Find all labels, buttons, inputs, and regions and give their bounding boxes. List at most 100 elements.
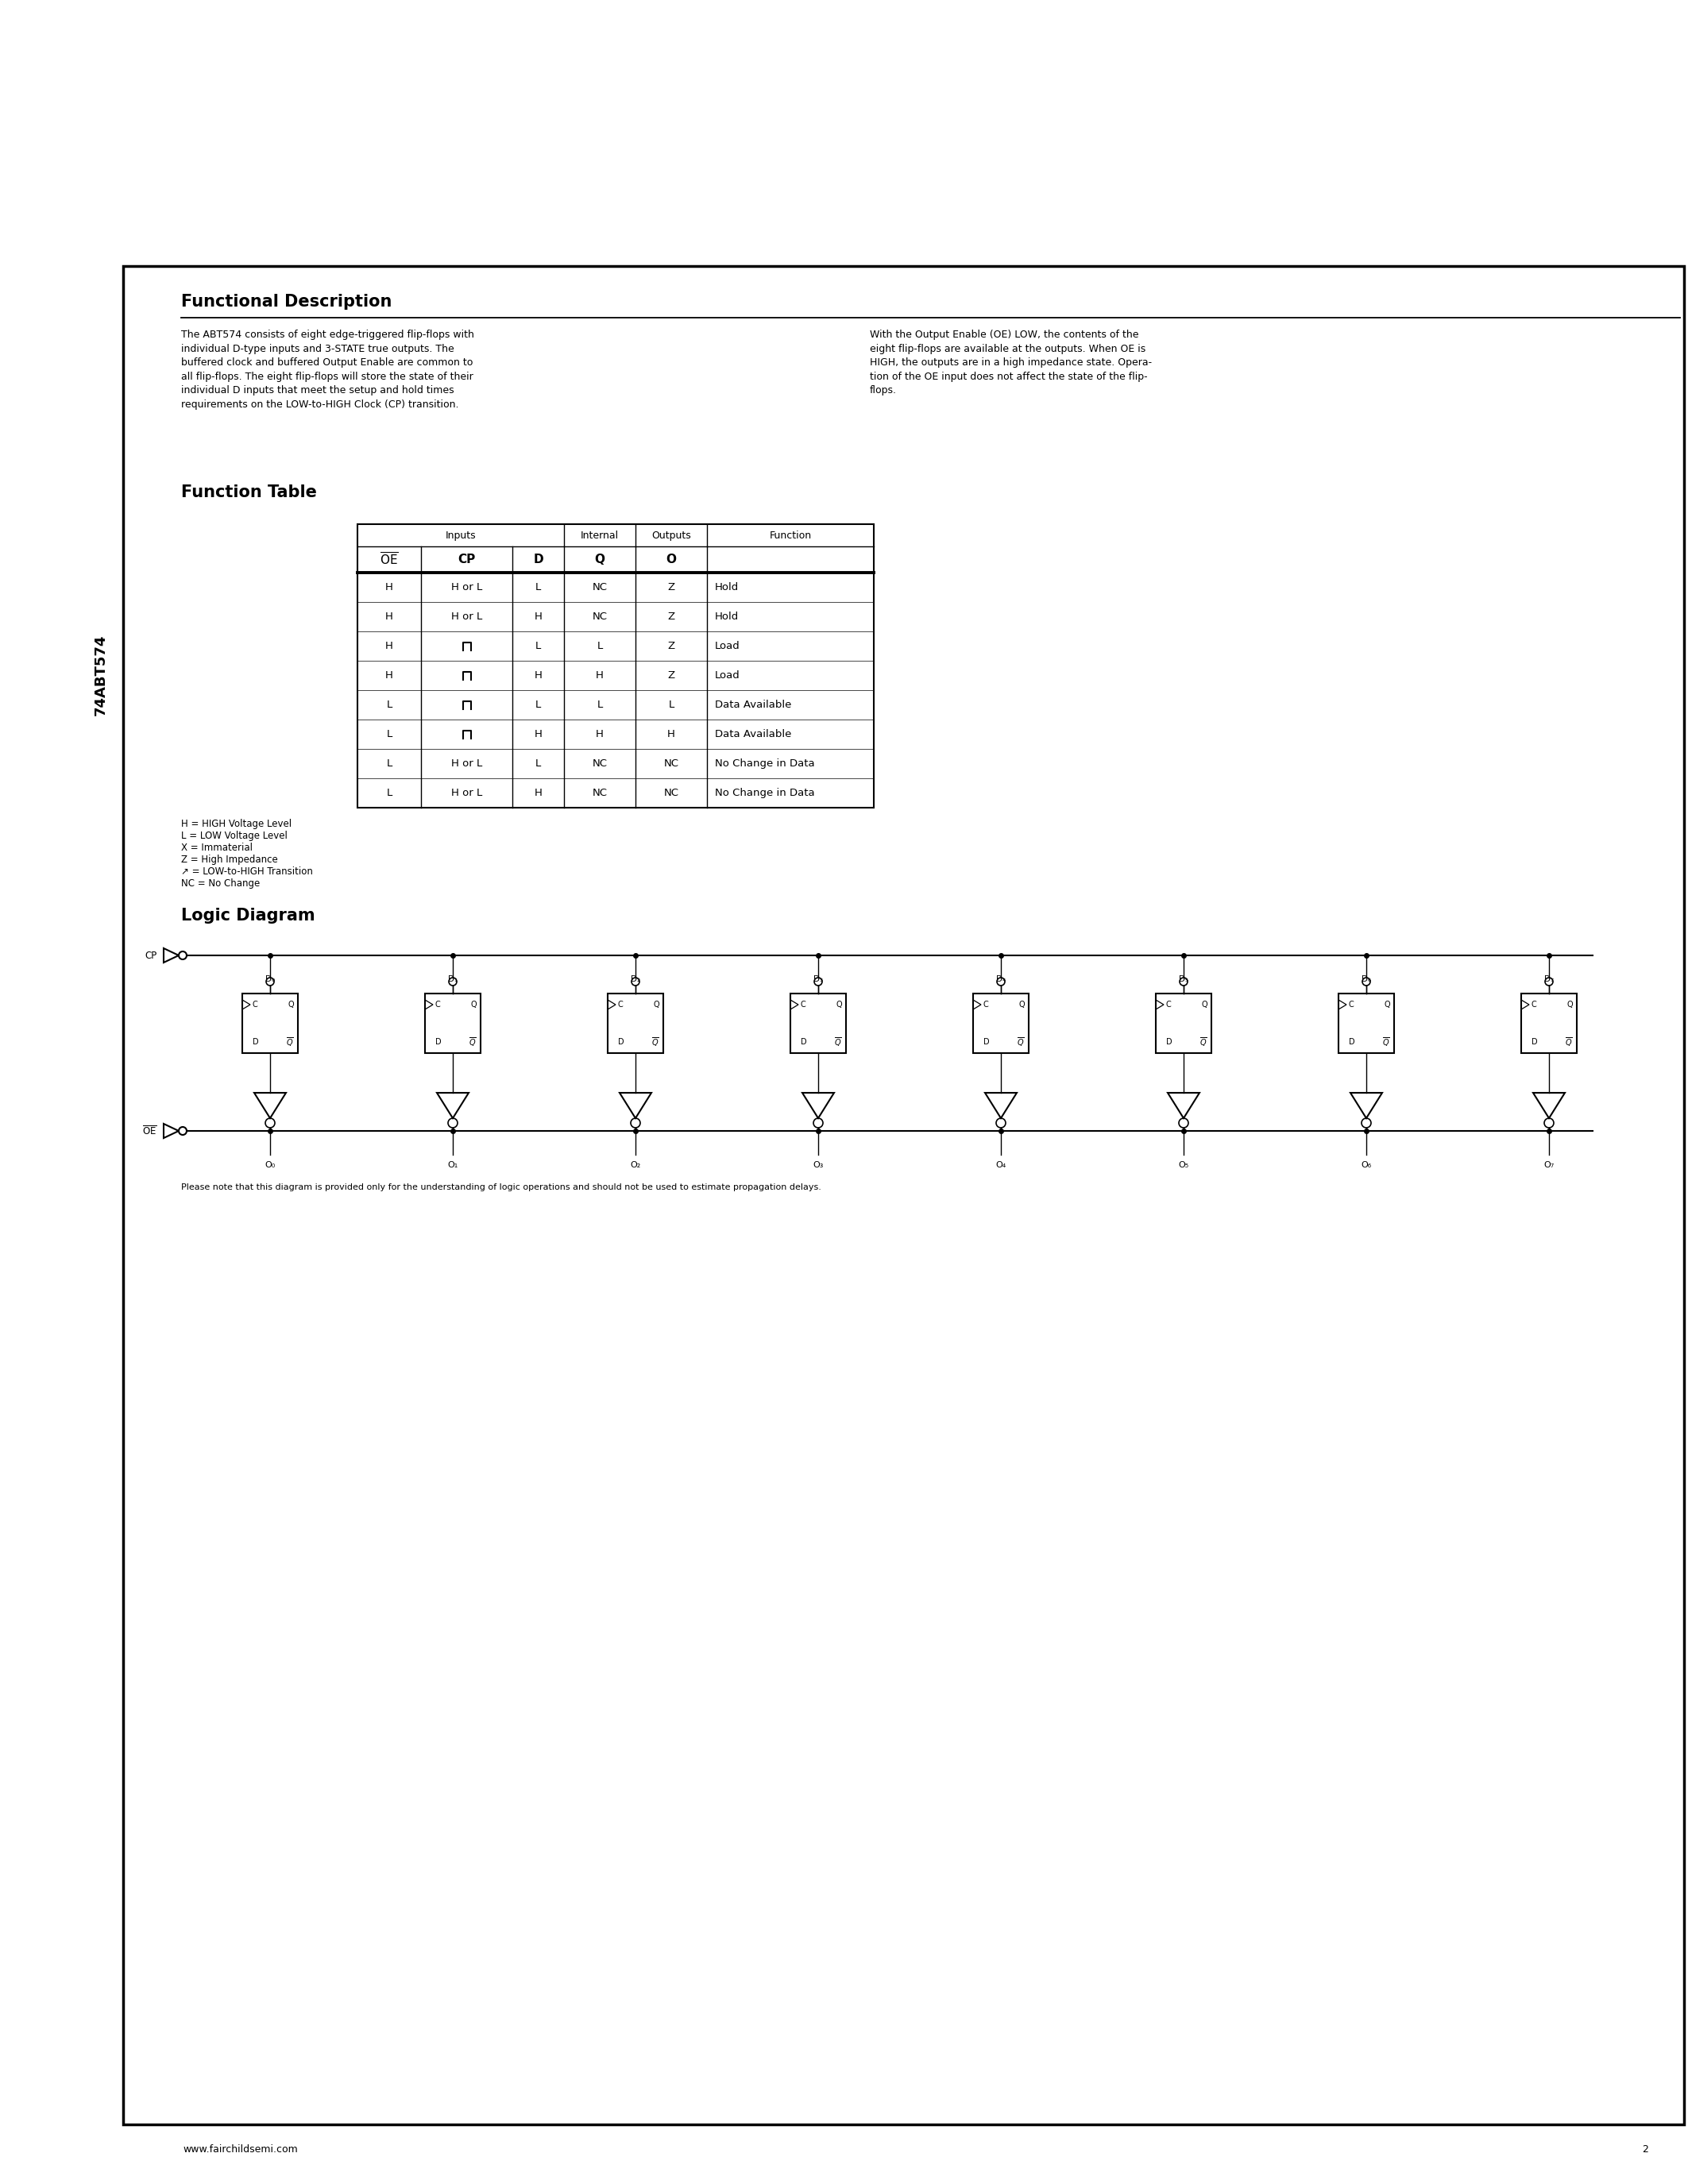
Text: L = LOW Voltage Level: L = LOW Voltage Level [181, 830, 287, 841]
Text: No Change in Data: No Change in Data [716, 788, 815, 797]
Text: Z: Z [668, 670, 675, 681]
Text: O₀: O₀ [265, 1162, 275, 1168]
Text: 2: 2 [1642, 2145, 1647, 2156]
Text: CP: CP [457, 553, 476, 566]
Text: Function Table: Function Table [181, 485, 317, 500]
Text: flops.: flops. [869, 384, 896, 395]
Text: Load: Load [716, 670, 739, 681]
Text: Functional Description: Functional Description [181, 295, 392, 310]
Text: D₄: D₄ [996, 976, 1006, 983]
Text: L: L [387, 758, 392, 769]
Text: Q: Q [1202, 1000, 1207, 1009]
Text: $\overline{Q}$: $\overline{Q}$ [1565, 1035, 1573, 1048]
Text: Q: Q [471, 1000, 476, 1009]
Text: C: C [984, 1000, 989, 1009]
Text: Logic Diagram: Logic Diagram [181, 909, 316, 924]
Text: L: L [387, 729, 392, 740]
Text: requirements on the LOW-to-HIGH Clock (CP) transition.: requirements on the LOW-to-HIGH Clock (C… [181, 400, 459, 408]
Text: O₂: O₂ [630, 1162, 641, 1168]
Text: L: L [535, 640, 542, 651]
Text: $\overline{Q}$: $\overline{Q}$ [1018, 1035, 1025, 1048]
Text: H: H [667, 729, 675, 740]
Bar [608, 994, 663, 1053]
Text: D: D [436, 1037, 441, 1046]
Text: H or L: H or L [451, 788, 483, 797]
Bar [972, 994, 1028, 1053]
Text: tion of the OE input does not affect the state of the flip-: tion of the OE input does not affect the… [869, 371, 1148, 382]
Text: H: H [385, 670, 393, 681]
Text: NC: NC [663, 788, 679, 797]
Text: C: C [436, 1000, 441, 1009]
Text: L: L [535, 583, 542, 592]
Text: With the Output Enable (OE) LOW, the contents of the: With the Output Enable (OE) LOW, the con… [869, 330, 1139, 341]
Text: Q: Q [289, 1000, 294, 1009]
Bar [1339, 994, 1394, 1053]
Text: Z: Z [668, 583, 675, 592]
Text: Q: Q [1384, 1000, 1391, 1009]
Text: D: D [1349, 1037, 1355, 1046]
Text: H: H [533, 788, 542, 797]
Text: L: L [598, 640, 603, 651]
Text: L: L [668, 699, 674, 710]
Text: Function: Function [770, 531, 812, 539]
Bar [425, 994, 481, 1053]
Text: H = HIGH Voltage Level: H = HIGH Voltage Level [181, 819, 292, 830]
Text: D: D [253, 1037, 258, 1046]
Text: NC: NC [592, 788, 608, 797]
Text: H: H [385, 583, 393, 592]
Text: O₁: O₁ [447, 1162, 457, 1168]
Text: The ABT574 consists of eight edge-triggered flip-flops with: The ABT574 consists of eight edge-trigge… [181, 330, 474, 341]
Text: NC: NC [663, 758, 679, 769]
Text: Z = High Impedance: Z = High Impedance [181, 854, 279, 865]
Text: D₁: D₁ [447, 976, 457, 983]
Text: $\overline{\mathrm{OE}}$: $\overline{\mathrm{OE}}$ [142, 1125, 157, 1138]
Text: D: D [1166, 1037, 1171, 1046]
Text: individual D inputs that meet the setup and hold times: individual D inputs that meet the setup … [181, 384, 454, 395]
Text: D₀: D₀ [265, 976, 275, 983]
Text: D: D [618, 1037, 625, 1046]
Text: C: C [618, 1000, 623, 1009]
Bar [790, 994, 846, 1053]
Bar [358, 524, 874, 808]
Bar [243, 994, 297, 1053]
Text: NC: NC [592, 583, 608, 592]
Text: O₃: O₃ [814, 1162, 824, 1168]
Text: D: D [533, 553, 544, 566]
Text: Please note that this diagram is provided only for the understanding of logic op: Please note that this diagram is provide… [181, 1184, 822, 1190]
Text: Z: Z [668, 640, 675, 651]
Text: CP: CP [145, 950, 157, 961]
Text: $\overline{Q}$: $\overline{Q}$ [469, 1035, 476, 1048]
Bar [1156, 994, 1212, 1053]
Text: H: H [596, 729, 604, 740]
Text: Data Available: Data Available [716, 699, 792, 710]
Text: Hold: Hold [716, 612, 739, 622]
Text: Inputs: Inputs [446, 531, 476, 539]
Text: H: H [533, 729, 542, 740]
Text: X = Immaterial: X = Immaterial [181, 843, 253, 854]
Text: Q: Q [1566, 1000, 1573, 1009]
Text: individual D-type inputs and 3-STATE true outputs. The: individual D-type inputs and 3-STATE tru… [181, 343, 454, 354]
Text: ↗ = LOW-to-HIGH Transition: ↗ = LOW-to-HIGH Transition [181, 867, 312, 876]
Text: Q: Q [836, 1000, 842, 1009]
Text: H or L: H or L [451, 612, 483, 622]
Text: C: C [253, 1000, 258, 1009]
Text: D: D [1531, 1037, 1538, 1046]
Text: O: O [667, 553, 677, 566]
Text: H: H [385, 640, 393, 651]
Text: $\overline{Q}$: $\overline{Q}$ [287, 1035, 294, 1048]
Text: O₄: O₄ [996, 1162, 1006, 1168]
Text: Load: Load [716, 640, 739, 651]
Bar [1521, 994, 1577, 1053]
Text: O₆: O₆ [1361, 1162, 1371, 1168]
Text: buffered clock and buffered Output Enable are common to: buffered clock and buffered Output Enabl… [181, 358, 473, 367]
Text: D₇: D₇ [1545, 976, 1553, 983]
Text: NC: NC [592, 612, 608, 622]
Text: Q: Q [653, 1000, 660, 1009]
Text: www.fairchildsemi.com: www.fairchildsemi.com [182, 2145, 297, 2156]
Text: Outputs: Outputs [652, 531, 690, 539]
Text: C: C [1349, 1000, 1354, 1009]
Text: Q: Q [594, 553, 604, 566]
Text: D₃: D₃ [814, 976, 824, 983]
Text: C: C [800, 1000, 807, 1009]
Text: H: H [533, 670, 542, 681]
